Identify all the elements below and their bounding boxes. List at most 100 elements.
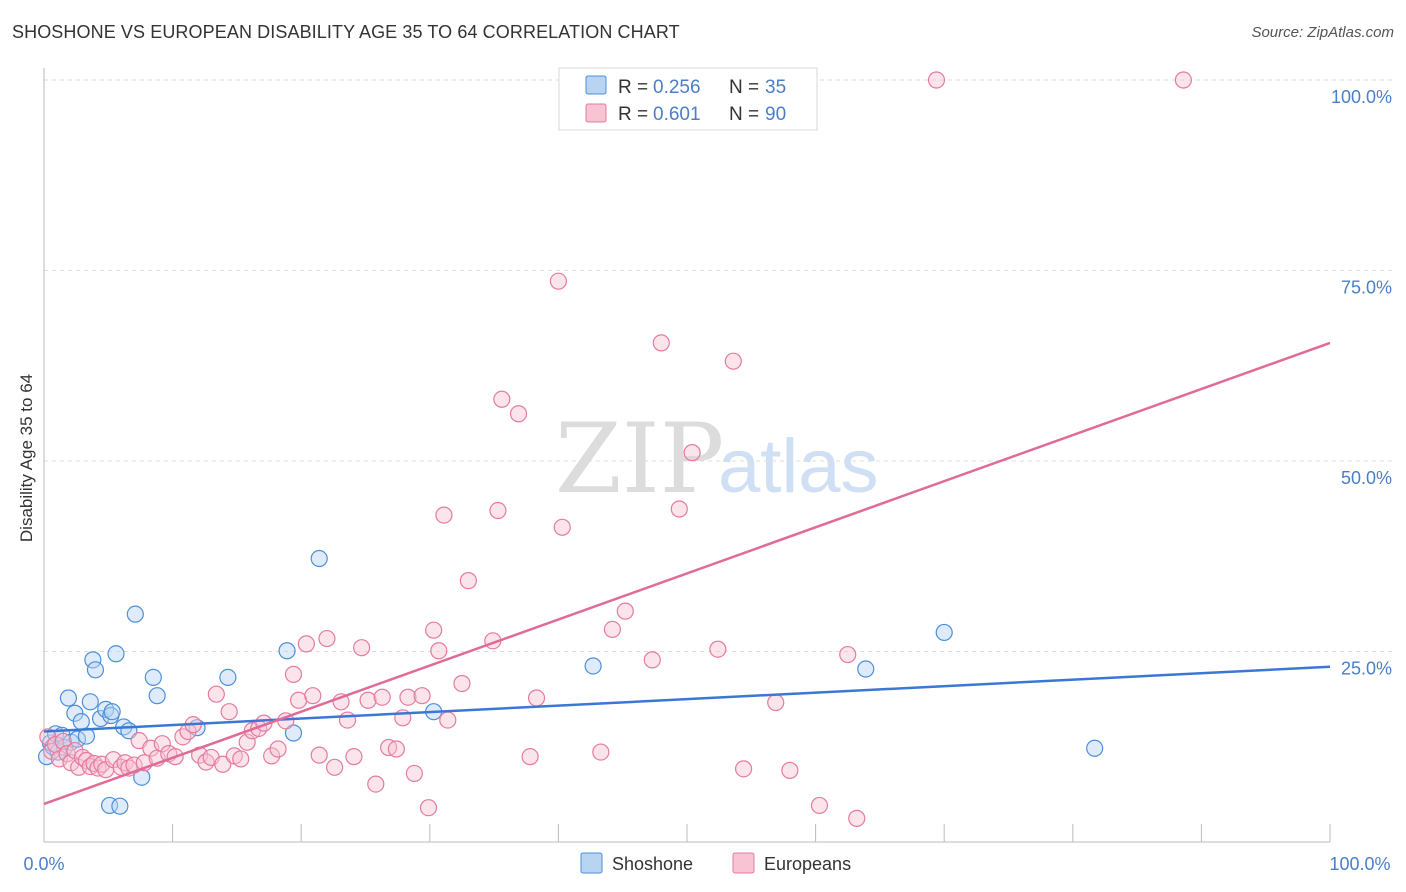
europeans-point xyxy=(430,642,448,660)
shoshone-point xyxy=(857,660,875,678)
shoshone-point xyxy=(59,689,78,707)
legend-r-label-shoshone: R = xyxy=(618,77,648,98)
europeans-point xyxy=(425,621,443,639)
europeans-point xyxy=(810,796,829,815)
europeans-point xyxy=(338,711,357,729)
europeans-point xyxy=(153,735,171,753)
europeans-point xyxy=(197,753,215,771)
shoshone-point xyxy=(107,645,125,663)
europeans-point xyxy=(413,687,431,705)
shoshone-point xyxy=(278,642,296,660)
europeans-point xyxy=(439,711,457,729)
shoshone-points xyxy=(37,549,1104,815)
watermark-zip: ZIP xyxy=(555,403,724,515)
europeans-point xyxy=(419,799,438,817)
europeans-point xyxy=(1174,71,1192,89)
shoshone-point xyxy=(111,797,129,815)
europeans-point xyxy=(373,688,391,706)
shoshone-point xyxy=(77,727,96,745)
shoshone-point xyxy=(144,668,162,687)
shoshone-point xyxy=(284,724,303,742)
europeans-point xyxy=(353,639,371,657)
europeans-point xyxy=(767,693,785,712)
europeans-point xyxy=(549,272,568,290)
europeans-point xyxy=(489,501,507,520)
legend: R = 0.256 N = 35 R = 0.601 N = 90 xyxy=(558,67,818,131)
europeans-point xyxy=(232,750,250,768)
europeans-point xyxy=(734,760,753,778)
shoshone-point xyxy=(81,693,99,711)
europeans-point xyxy=(509,405,528,423)
y-axis-title: Disability Age 35 to 64 xyxy=(17,374,36,542)
europeans-point xyxy=(435,506,453,524)
y-tick-labels: 25.0% 50.0% 75.0% 100.0% xyxy=(1331,87,1392,679)
europeans-point xyxy=(220,703,238,721)
y-tick-label: 100.0% xyxy=(1331,87,1392,107)
legend-swatch-shoshone xyxy=(585,75,607,95)
x-tick-label-min: 0.0% xyxy=(23,854,64,874)
europeans-point xyxy=(670,500,688,518)
bottom-legend: Shoshone Europeans xyxy=(580,852,851,874)
europeans-point xyxy=(848,809,866,827)
legend-n-value-europeans: 90 xyxy=(765,104,786,125)
europeans-point xyxy=(269,740,287,758)
europeans-point xyxy=(781,761,799,779)
europeans-point xyxy=(290,691,308,709)
europeans-trend-line xyxy=(43,341,1331,806)
europeans-points xyxy=(39,71,1192,827)
europeans-point xyxy=(521,748,539,766)
europeans-point xyxy=(652,334,670,352)
chart-title: SHOSHONE VS EUROPEAN DISABILITY AGE 35 T… xyxy=(12,22,680,42)
legend-r-label-europeans: R = xyxy=(618,104,648,125)
europeans-point xyxy=(263,747,281,765)
legend-r-value-shoshone: 0.256 xyxy=(653,77,701,98)
chart-source: Source: ZipAtlas.com xyxy=(1251,24,1394,41)
bottom-legend-swatch-europeans xyxy=(732,852,755,874)
europeans-point xyxy=(616,602,634,620)
europeans-point xyxy=(839,645,857,664)
europeans-point xyxy=(318,629,336,648)
bottom-legend-swatch-shoshone xyxy=(580,852,603,874)
shoshone-trend-line xyxy=(43,665,1331,733)
europeans-point xyxy=(724,352,742,370)
europeans-point xyxy=(459,572,477,590)
europeans-point xyxy=(297,635,315,653)
legend-n-label-shoshone: N = xyxy=(729,77,759,98)
europeans-point xyxy=(284,665,303,683)
y-tick-label: 75.0% xyxy=(1341,278,1392,298)
europeans-point xyxy=(527,689,546,707)
shoshone-point xyxy=(148,687,166,705)
europeans-point xyxy=(553,518,571,536)
y-tick-label: 25.0% xyxy=(1341,659,1392,679)
y-tick-label: 50.0% xyxy=(1341,468,1392,488)
legend-swatch-europeans xyxy=(585,103,607,123)
europeans-point xyxy=(493,390,511,408)
europeans-point xyxy=(405,764,423,783)
shoshone-point xyxy=(126,605,144,623)
x-tick-label-max: 100.0% xyxy=(1329,854,1390,874)
europeans-point xyxy=(367,775,385,793)
shoshone-point xyxy=(84,651,102,669)
legend-n-value-shoshone: 35 xyxy=(765,77,786,98)
europeans-point xyxy=(345,748,363,766)
shoshone-point xyxy=(219,668,237,687)
europeans-point xyxy=(603,620,622,639)
europeans-point xyxy=(592,743,610,761)
watermark-atlas: atlas xyxy=(718,424,879,509)
europeans-point xyxy=(387,740,405,758)
europeans-point xyxy=(683,444,701,462)
grid-lines xyxy=(44,79,1392,652)
europeans-point xyxy=(927,71,946,89)
europeans-point xyxy=(304,687,322,705)
shoshone-point xyxy=(584,657,602,675)
shoshone-point xyxy=(1086,739,1104,757)
europeans-point xyxy=(359,691,377,709)
europeans-point xyxy=(214,755,232,773)
x-axis-ticks xyxy=(43,824,1331,842)
shoshone-point xyxy=(310,549,328,568)
europeans-point xyxy=(310,746,328,764)
legend-r-value-europeans: 0.601 xyxy=(653,104,701,125)
europeans-point xyxy=(326,758,344,776)
europeans-point xyxy=(207,685,225,703)
